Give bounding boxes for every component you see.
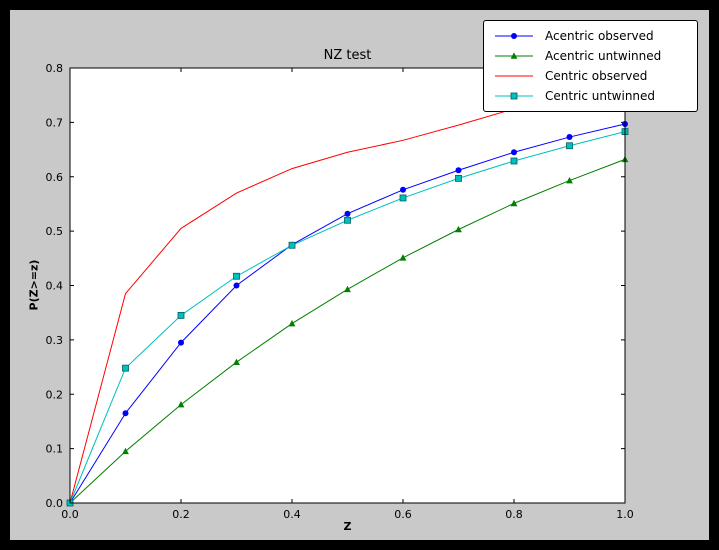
legend-line-sample bbox=[495, 52, 533, 59]
y-tick-label: 0.6 bbox=[46, 171, 64, 184]
data-marker bbox=[178, 339, 184, 346]
x-tick-label: 0.8 bbox=[505, 508, 523, 521]
data-marker bbox=[510, 92, 518, 100]
data-marker bbox=[455, 225, 462, 233]
x-tick-label: 1.0 bbox=[616, 508, 634, 521]
data-marker bbox=[233, 272, 240, 280]
x-tick-label: 0.6 bbox=[394, 508, 412, 521]
data-marker bbox=[288, 319, 296, 327]
legend-label: Centric untwinned bbox=[545, 89, 656, 103]
legend: Acentric observed Acentric untwinned Centr… bbox=[483, 20, 698, 112]
data-marker bbox=[233, 282, 240, 289]
y-tick-label: 0.3 bbox=[46, 334, 64, 347]
x-tick-label: 0.2 bbox=[172, 508, 190, 521]
data-marker bbox=[510, 157, 518, 165]
data-marker bbox=[399, 254, 407, 261]
data-marker bbox=[122, 447, 129, 455]
data-marker bbox=[122, 364, 129, 372]
data-marker bbox=[399, 194, 407, 202]
data-marker bbox=[510, 52, 518, 59]
x-axis-label: Z bbox=[343, 520, 352, 533]
y-tick-label: 0.4 bbox=[46, 280, 64, 293]
y-tick-label: 0.7 bbox=[46, 116, 64, 129]
data-marker bbox=[455, 174, 462, 182]
data-marker bbox=[122, 410, 129, 417]
data-marker bbox=[233, 358, 240, 365]
plot-area: 0.0 0.2 0.4 0.6 0.8 1.0 0.0 0.1 0.2 0.3 0.4 0.5 0.6 0… bbox=[46, 62, 634, 521]
y-tick-label: 0.5 bbox=[46, 225, 64, 238]
data-marker bbox=[511, 33, 517, 39]
legend-item-acentric-untwinned: Acentric untwinned bbox=[492, 46, 689, 66]
data-marker bbox=[344, 216, 351, 224]
data-marker bbox=[566, 176, 573, 184]
data-marker bbox=[566, 142, 573, 150]
x-tick-label: 0.0 bbox=[61, 508, 79, 521]
y-tick-label: 0.1 bbox=[46, 443, 64, 456]
legend-item-centric-observed: Centric observed bbox=[492, 66, 689, 86]
data-marker bbox=[288, 241, 296, 249]
legend-label: Acentric untwinned bbox=[545, 49, 662, 63]
axes-frame bbox=[69, 67, 626, 504]
data-marker bbox=[566, 134, 573, 141]
data-marker bbox=[177, 400, 185, 408]
legend-item-acentric-observed: Acentric observed bbox=[492, 26, 689, 46]
chart-title: NZ test bbox=[323, 48, 372, 63]
legend-label: Centric observed bbox=[545, 69, 648, 83]
data-marker bbox=[511, 149, 517, 156]
data-marker bbox=[177, 312, 185, 319]
data-marker bbox=[510, 199, 518, 207]
legend-item-centric-untwinned: Centric untwinned bbox=[492, 86, 689, 106]
y-tick-label: 0.0 bbox=[46, 497, 64, 510]
data-marker bbox=[344, 210, 351, 217]
legend-label: Acentric observed bbox=[545, 29, 654, 43]
legend-line-sample bbox=[495, 33, 533, 39]
data-marker bbox=[344, 285, 351, 293]
y-axis-label: P(Z>=z) bbox=[27, 259, 41, 311]
data-marker bbox=[455, 167, 462, 174]
y-tick-label: 0.2 bbox=[46, 388, 64, 401]
plot-background bbox=[70, 68, 625, 503]
legend-line-sample bbox=[495, 75, 533, 77]
y-tick-label: 0.8 bbox=[46, 62, 64, 75]
data-marker bbox=[400, 186, 406, 193]
figure-canvas: 0.0 0.2 0.4 0.6 0.8 1.0 0.0 0.1 0.2 0.3 0.4 0.5 0.6 0… bbox=[10, 10, 709, 540]
legend-line-sample bbox=[495, 92, 533, 100]
x-tick-label: 0.4 bbox=[283, 508, 301, 521]
